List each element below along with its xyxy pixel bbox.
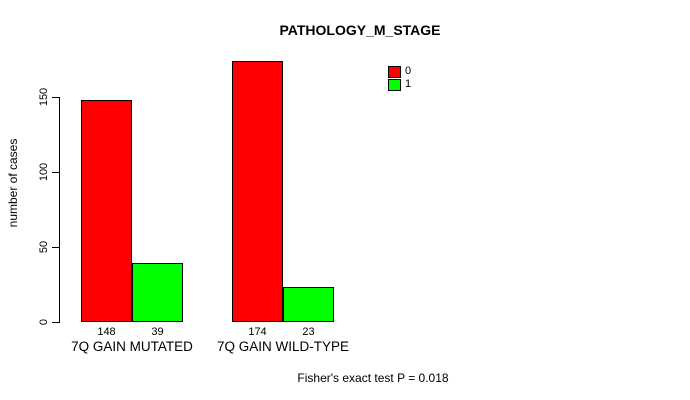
- y-tick-mark-50: [52, 247, 59, 248]
- category-label: 7Q GAIN MUTATED: [71, 339, 193, 354]
- bar-value-label: 23: [302, 326, 315, 338]
- fisher-test-note: Fisher's exact test P = 0.018: [297, 371, 449, 385]
- bar-series-0-group-0: [81, 100, 132, 322]
- legend-label-0: 0: [405, 65, 412, 77]
- legend-row: 1: [388, 78, 411, 91]
- legend-row: 0: [388, 65, 411, 78]
- y-axis-label: number of cases: [6, 138, 20, 228]
- bar-value-label: 39: [151, 326, 164, 338]
- y-axis-line: [59, 97, 60, 323]
- bar-value-label: 148: [97, 326, 116, 338]
- y-tick-label-150: 150: [38, 87, 50, 107]
- y-tick-mark-150: [52, 97, 59, 98]
- y-tick-label-50: 50: [38, 240, 50, 254]
- legend-swatch-0: [388, 65, 401, 78]
- legend-label-1: 1: [405, 78, 412, 90]
- y-tick-label-100: 100: [38, 162, 50, 182]
- bar-series-1-group-0: [132, 263, 183, 322]
- legend-swatch-1: [388, 78, 401, 91]
- y-tick-label-0: 0: [38, 318, 50, 326]
- chart-title: PATHOLOGY_M_STAGE: [279, 22, 441, 38]
- y-tick-mark-100: [52, 172, 59, 173]
- bar-value-label: 174: [248, 326, 267, 338]
- y-tick-mark-0: [52, 322, 59, 323]
- bar-series-0-group-1: [232, 61, 283, 322]
- bar-series-1-group-1: [283, 287, 334, 322]
- category-label: 7Q GAIN WILD-TYPE: [216, 339, 350, 354]
